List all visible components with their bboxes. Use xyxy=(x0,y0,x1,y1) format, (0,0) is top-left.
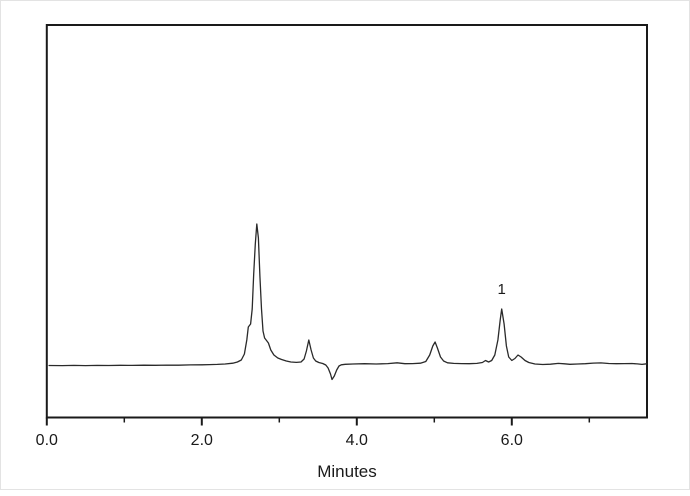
x-axis-ticks xyxy=(45,417,591,426)
peak-annotations: 1 xyxy=(498,281,506,298)
x-tick-label: 4.0 xyxy=(346,432,368,449)
x-axis-tick-labels: 0.0 2.0 4.0 6.0 xyxy=(36,432,523,449)
x-tick-label: 6.0 xyxy=(501,432,523,449)
chromatogram-trace xyxy=(48,223,648,381)
x-tick-label: 0.0 xyxy=(36,432,58,449)
x-tick-label: 2.0 xyxy=(191,432,213,449)
peak-label-1: 1 xyxy=(498,281,506,298)
x-axis-title: Minutes xyxy=(317,462,377,481)
plot-frame xyxy=(45,24,649,419)
